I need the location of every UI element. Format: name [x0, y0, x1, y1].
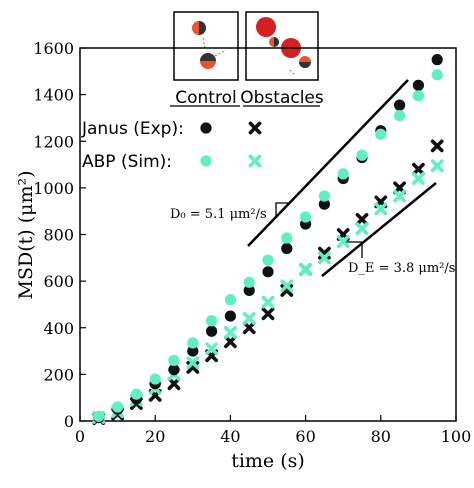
data-point-exp-control	[206, 325, 218, 337]
y-tick-label: 800	[43, 226, 74, 245]
y-tick-label: 400	[43, 319, 74, 338]
data-point-sim-control	[375, 128, 387, 140]
legend-marker-exp-obstacles	[248, 121, 262, 135]
data-point-sim-obstacles	[411, 172, 425, 185]
data-point-exp-control	[281, 242, 293, 255]
x-tick-label: 0	[75, 427, 85, 446]
slope-guide-d0	[247, 79, 409, 247]
x-tick-label: 40	[220, 427, 240, 446]
x-tick-label: 60	[295, 427, 315, 446]
data-point-sim-control	[337, 168, 349, 180]
legend-header-obstacles: Obstacles	[240, 88, 324, 108]
slope-triangle-de	[344, 241, 363, 258]
data-point-exp-control	[318, 198, 330, 210]
data-point-sim-obstacles	[299, 263, 313, 276]
data-point-exp-control	[168, 364, 180, 376]
data-point-sim-obstacles	[336, 235, 350, 248]
data-point-sim-obstacles	[430, 159, 444, 173]
y-tick-label: 600	[43, 272, 74, 291]
data-point-sim-control	[318, 190, 330, 202]
data-point-sim-control	[243, 276, 255, 288]
data-point-exp-control	[412, 79, 424, 91]
data-point-sim-control	[356, 149, 368, 161]
data-point-exp-obstacles	[224, 335, 237, 349]
data-point-sim-control	[112, 401, 124, 413]
annotation-d0: D₀ = 5.1 μm²/s	[170, 207, 267, 222]
y-tick-label: 1400	[33, 86, 74, 105]
data-point-sim-control	[300, 211, 312, 223]
data-point-exp-control	[243, 284, 255, 297]
data-point-exp-obstacles	[167, 377, 181, 391]
data-point-sim-control	[224, 294, 236, 306]
legend-marker-sim-obstacles	[248, 154, 262, 168]
y-tick-label: 1000	[33, 179, 74, 198]
data-point-sim-control	[206, 315, 218, 327]
data-point-sim-control	[187, 337, 199, 349]
data-point-sim-control	[262, 254, 274, 266]
data-point-sim-obstacles	[374, 202, 388, 216]
data-point-sim-obstacles	[280, 279, 294, 293]
data-point-sim-obstacles	[355, 222, 369, 236]
legend-header-control: Control	[175, 88, 236, 108]
inset-control-illustration	[173, 11, 239, 81]
inset-obstacles-illustration	[245, 11, 319, 81]
data-point-sim-obstacles	[242, 312, 256, 325]
data-point-sim-obstacles	[224, 326, 237, 339]
data-point-sim-control	[149, 373, 161, 385]
data-point-exp-obstacles	[430, 139, 444, 153]
data-point-exp-obstacles	[411, 162, 425, 176]
data-point-sim-obstacles	[317, 251, 331, 265]
legend-row-sim: ABP (Sim):	[82, 152, 172, 172]
data-point-exp-obstacles	[242, 321, 256, 335]
data-point-sim-control	[130, 388, 142, 400]
y-axis-title: MSD(t) (μm²)	[15, 170, 37, 299]
slope-guide-de	[321, 182, 437, 277]
data-point-exp-control	[394, 99, 406, 111]
slope-triangle-d0	[275, 202, 290, 218]
legend-row-exp: Janus (Exp):	[81, 119, 184, 139]
data-point-sim-control	[412, 90, 424, 102]
data-point-exp-control	[224, 310, 236, 322]
data-point-sim-control	[394, 110, 406, 122]
data-point-exp-obstacles	[261, 307, 275, 321]
x-tick-label: 20	[145, 427, 165, 446]
data-point-sim-control	[281, 232, 293, 244]
data-point-sim-control	[93, 410, 105, 422]
legend-marker-sim-control	[200, 155, 212, 167]
data-point-sim-obstacles	[205, 342, 218, 356]
x-tick-label: 80	[371, 427, 391, 446]
data-point-sim-control	[431, 69, 443, 81]
data-point-sim-control	[168, 354, 180, 366]
y-tick-label: 200	[43, 365, 74, 384]
data-point-exp-control	[431, 54, 443, 66]
data-point-exp-control	[187, 345, 199, 357]
y-tick-label: 0	[64, 412, 74, 431]
legend-marker-exp-control	[200, 122, 212, 134]
data-point-sim-obstacles	[261, 295, 275, 309]
data-point-sim-obstacles	[393, 189, 407, 203]
annotation-de: D_E = 3.8 μm²/s	[348, 261, 455, 276]
y-tick-label: 1200	[33, 132, 74, 151]
data-point-sim-obstacles	[186, 356, 200, 370]
y-tick-label: 1600	[33, 39, 74, 58]
x-tick-label: 100	[441, 427, 472, 446]
legend: Control Obstacles Janus (Exp): ABP (Sim)…	[81, 88, 324, 172]
data-point-exp-obstacles	[355, 212, 369, 226]
x-axis-title: time (s)	[231, 450, 305, 472]
data-point-exp-control	[262, 266, 274, 278]
